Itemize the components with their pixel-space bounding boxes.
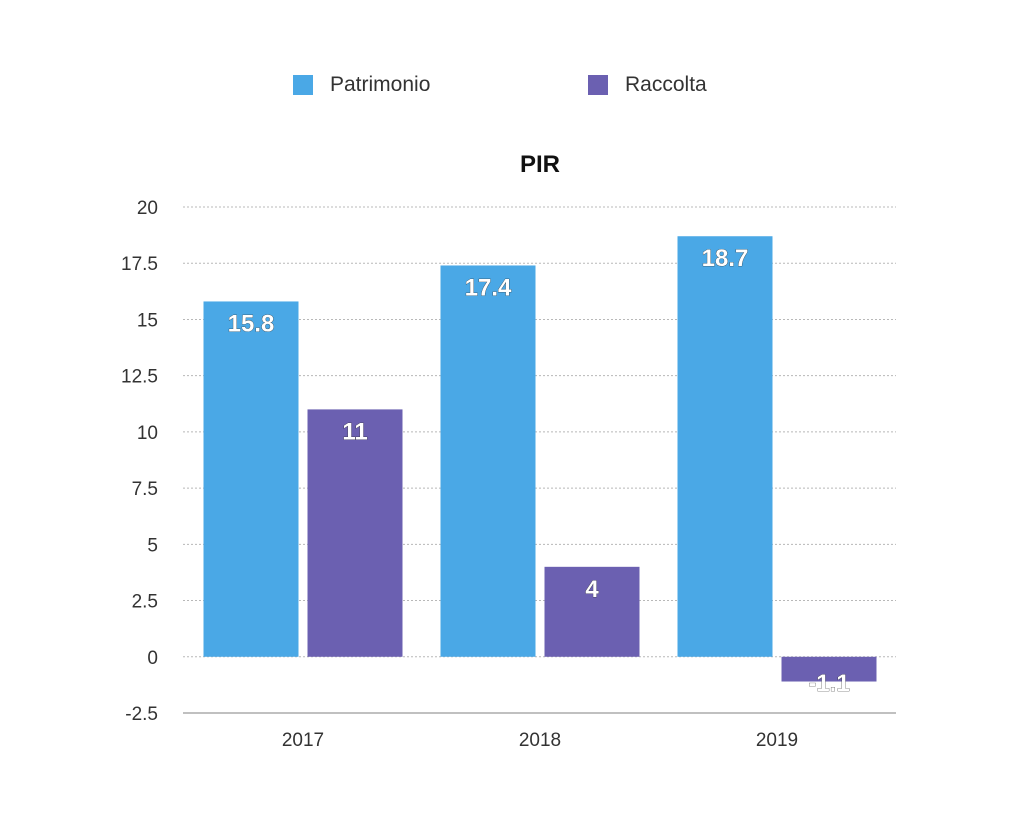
data-label-patrimonio-2018: 17.4: [465, 274, 512, 301]
legend-item-raccolta: Raccolta: [588, 70, 707, 100]
bar-patrimonio-2017: [203, 301, 299, 657]
gridlines: [183, 206, 896, 714]
legend-swatch-raccolta: [588, 75, 608, 95]
x-tick-label-2019: 2019: [756, 730, 798, 751]
bar-raccolta-2017: [307, 409, 403, 657]
y-axis-ticks: -2.5 0 2.5 5 7.5 10 12.5 15 17.5 20: [121, 198, 158, 725]
legend-label-raccolta: Raccolta: [625, 73, 707, 96]
data-label-raccolta-2018: 4: [585, 576, 599, 603]
x-tick-label-2018: 2018: [519, 730, 561, 751]
bars: [203, 236, 877, 682]
y-tick-label: 0: [147, 648, 158, 669]
y-tick-label: 20: [137, 198, 158, 219]
data-label-raccolta-2019: -1.1: [808, 670, 849, 697]
y-tick-label: 12.5: [121, 367, 158, 388]
bar-patrimonio-2019: [677, 236, 773, 657]
y-tick-label: -2.5: [125, 704, 158, 725]
y-tick-label: 5: [147, 535, 158, 556]
legend: Patrimonio Raccolta: [0, 70, 1024, 100]
bar-raccolta-2019: [781, 656, 877, 682]
y-tick-label: 7.5: [132, 479, 158, 500]
y-tick-label: 10: [137, 423, 158, 444]
legend-label-patrimonio: Patrimonio: [330, 73, 431, 96]
data-labels: 15.8 11 17.4 4 18.7 -1.1: [227, 245, 850, 697]
data-label-raccolta-2017: 11: [342, 418, 367, 445]
legend-item-patrimonio: Patrimonio: [293, 70, 430, 100]
data-label-patrimonio-2019: 18.7: [702, 245, 749, 272]
x-axis-ticks: 2017 2018 2019: [282, 730, 798, 751]
x-tick-label-2017: 2017: [282, 730, 324, 751]
y-tick-label: 15: [137, 310, 158, 331]
bar-raccolta-2018: [544, 566, 640, 657]
chart-title: PIR: [520, 151, 560, 178]
bar-patrimonio-2018: [440, 265, 536, 657]
data-label-patrimonio-2017: 15.8: [228, 310, 275, 337]
legend-swatch-patrimonio: [293, 75, 313, 95]
y-tick-label: 17.5: [121, 254, 158, 275]
y-tick-label: 2.5: [132, 592, 158, 613]
